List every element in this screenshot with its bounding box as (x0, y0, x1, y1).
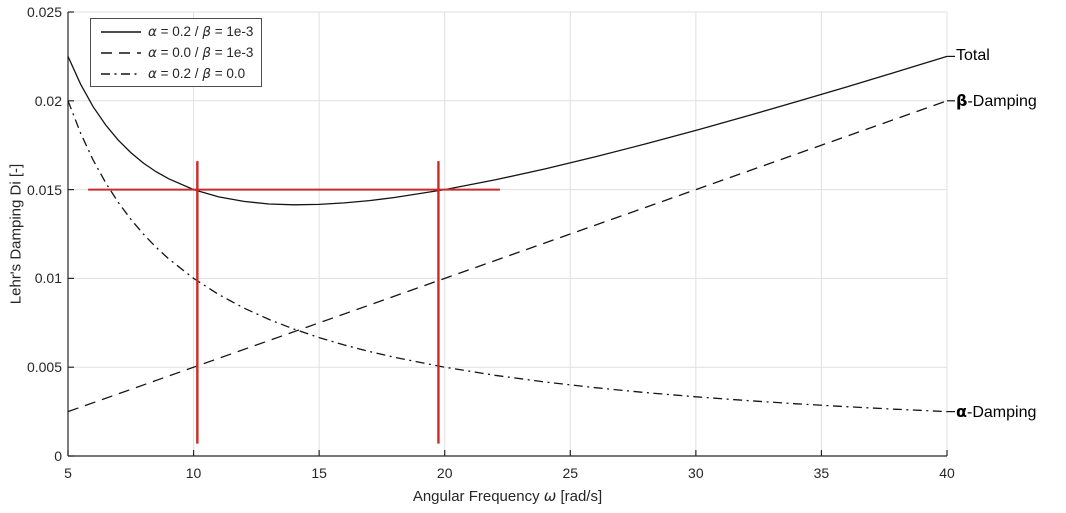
legend-label: α = 0.2 / β = 1e-3 (148, 24, 253, 40)
y-tick-label: 0 (54, 448, 62, 464)
legend-box: α = 0.2 / β = 1e-3 α = 0.0 / β = 1e-3 α = … (90, 18, 262, 87)
curve-β-Damping (67, 100, 948, 413)
text-segment: = 0.0 / (156, 44, 203, 60)
y-axis-label: Lehr's Damping Di [-] (7, 163, 25, 305)
y-tick-label: 0.015 (26, 181, 62, 198)
text-segment: = 0.2 / (156, 23, 203, 39)
text-segment: = 0.2 / (156, 65, 203, 81)
x-tick-label: 15 (311, 465, 327, 481)
axis-lines (67, 12, 947, 457)
text-segment: = 0.0 (210, 65, 246, 81)
x-tick-label: 40 (939, 465, 955, 481)
greek-letter: ω (543, 487, 557, 505)
x-tick-label: 35 (813, 465, 830, 481)
text-segment: Angular Frequency (412, 488, 544, 505)
legend-label: α = 0.0 / β = 1e-3 (148, 45, 253, 61)
legend-line-sample-dashdot (101, 72, 141, 75)
x-axis-label: Angular Frequency ω [rad/s] (358, 487, 658, 505)
greek-letter: α (148, 44, 157, 61)
legend-entry: α = 0.2 / β = 1e-3 (91, 21, 261, 42)
text-segment: [rad/s] (556, 488, 603, 505)
text-segment: = 1e-3 (210, 44, 254, 60)
y-tick-label: 0.005 (26, 359, 62, 376)
end-label-connectors (947, 55, 955, 413)
curve-α-Damping (67, 100, 948, 413)
text-segment: = 1e-3 (210, 23, 254, 39)
curve-Total (67, 55, 948, 206)
text-segment: -Damping (967, 92, 1037, 110)
x-tick-label: 20 (436, 465, 453, 481)
end-label-Total: Total (956, 47, 990, 65)
greek-letter: β (202, 23, 211, 40)
end-label-β-Damping: β-Damping (956, 90, 1037, 111)
end-label-α-Damping: α-Damping (956, 401, 1037, 422)
tick-marks (67, 11, 948, 457)
greek-letter: α (148, 23, 157, 40)
legend-entry: α = 0.2 / β = 0.0 (91, 63, 261, 84)
text-segment: Total (956, 47, 990, 65)
y-tick-label: 0.01 (34, 270, 62, 287)
y-tick-label: 0.02 (34, 92, 62, 109)
legend-line-sample-dashed (101, 51, 141, 54)
series-curves (67, 55, 948, 413)
annotation-crosshairs (88, 161, 500, 444)
greek-letter: β (202, 65, 211, 82)
greek-letter: α (956, 401, 967, 421)
legend-entry: α = 0.0 / β = 1e-3 (91, 42, 261, 63)
x-tick-label: 5 (64, 465, 72, 481)
greek-letter: β (202, 44, 211, 61)
y-tick-label: 0.025 (26, 4, 62, 20)
greek-letter: α (148, 65, 157, 82)
legend-label: α = 0.2 / β = 0.0 (148, 66, 245, 82)
text-segment: -Damping (967, 403, 1037, 421)
legend-line-sample-solid (101, 30, 141, 33)
gridlines (68, 11, 948, 456)
x-tick-label: 30 (688, 465, 704, 481)
x-tick-label: 25 (562, 465, 579, 481)
x-tick-label: 10 (185, 465, 202, 481)
greek-letter: β (956, 90, 968, 110)
